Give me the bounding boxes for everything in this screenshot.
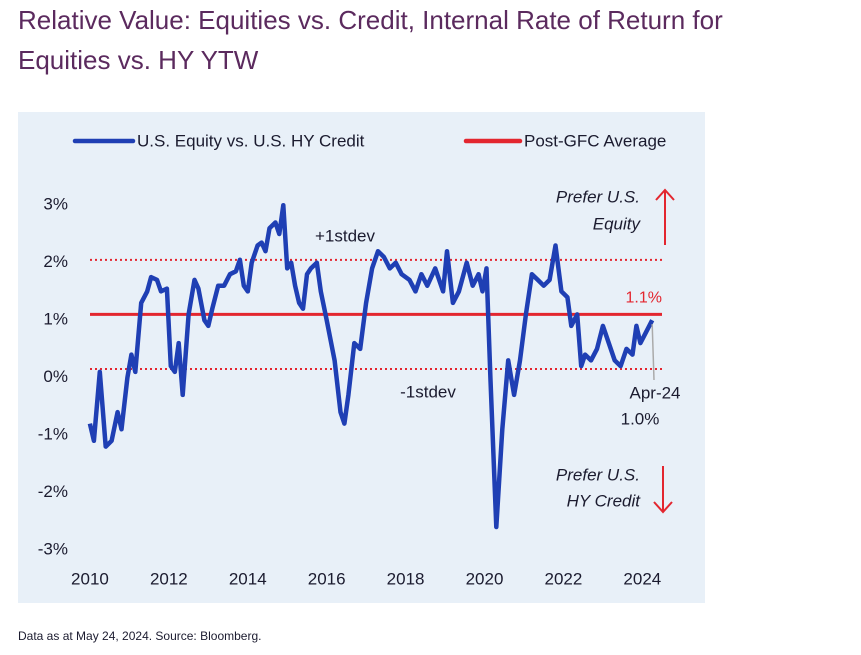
y-tick-label: -2% [38,482,68,501]
y-tick-label: -3% [38,539,68,558]
x-tick-label: 2010 [71,569,109,588]
y-tick-label: 2% [43,252,68,271]
x-tick-label: 2016 [308,569,346,588]
annotation: HY Credit [567,491,642,510]
arrow [653,466,673,514]
x-tick-label: 2014 [229,569,267,588]
x-tick-label: 2020 [466,569,504,588]
x-tick-label: 2022 [545,569,583,588]
x-tick-label: 2018 [387,569,425,588]
annotation: Prefer U.S. [556,187,640,206]
x-tick-label: 2024 [623,569,661,588]
annotation: Prefer U.S. [556,465,640,484]
footnote: Data as at May 24, 2024. Source: Bloombe… [18,629,261,643]
pointer [651,324,655,381]
arrow [655,188,675,245]
annotation: +1stdev [315,226,376,245]
legend-label: Post-GFC Average [524,131,666,150]
y-tick-label: 0% [43,367,68,386]
x-tick-label: 2012 [150,569,188,588]
annotation: 1.0% [621,409,660,428]
legend-label: U.S. Equity vs. U.S. HY Credit [137,131,365,150]
y-tick-label: 3% [43,195,68,214]
y-tick-label: 1% [43,310,68,329]
average-label: 1.1% [626,290,662,307]
title-line: Relative Value: Equities vs. Credit, Int… [18,5,723,35]
series-line [87,202,655,530]
chart-panel [18,112,705,603]
annotation: Equity [593,214,642,233]
annotation: -1stdev [400,382,456,401]
title-line: Equities vs. HY YTW [18,45,259,75]
annotation: Apr-24 [629,383,680,402]
y-tick-label: -1% [38,425,68,444]
